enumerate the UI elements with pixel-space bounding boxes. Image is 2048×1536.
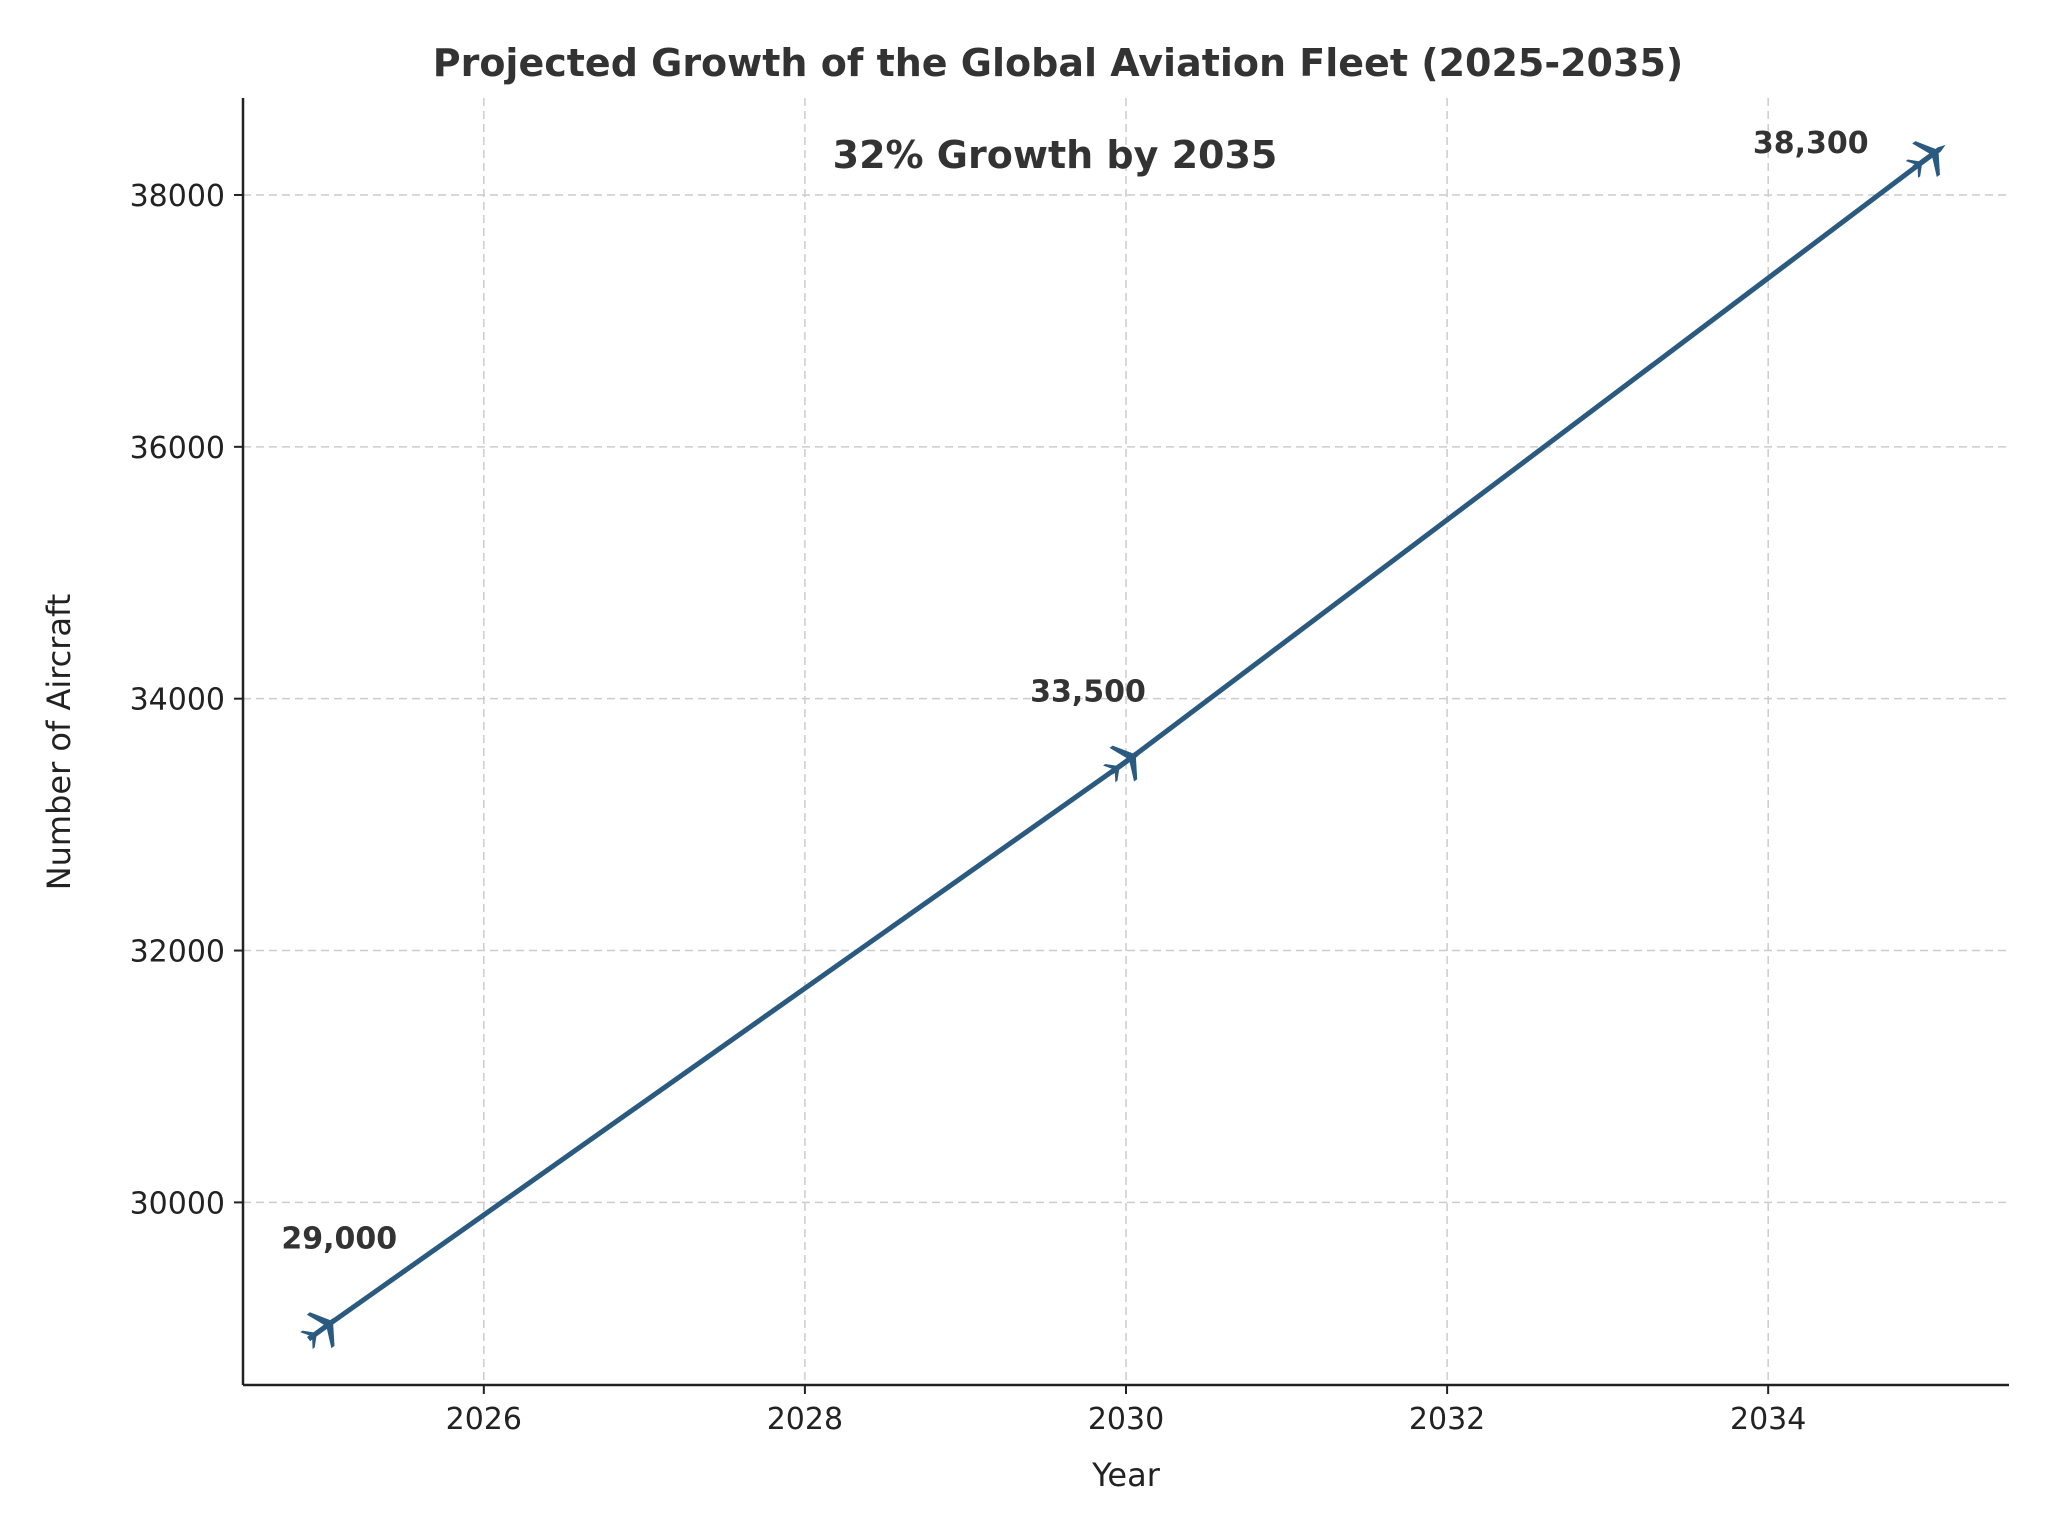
data-label: 33,500 (1030, 675, 1146, 710)
y-axis-label: Number of Aircraft (40, 594, 78, 891)
y-tick-label: 34000 (130, 683, 225, 718)
y-tick-label: 32000 (130, 935, 225, 970)
y-tick-label: 30000 (130, 1186, 225, 1221)
x-tick-label: 2026 (446, 1402, 522, 1437)
x-tick-label: 2030 (1088, 1402, 1164, 1437)
x-axis-label: Year (1091, 1456, 1161, 1494)
data-label: 29,000 (281, 1221, 397, 1256)
chart-title: Projected Growth of the Global Aviation … (433, 41, 1684, 85)
growth-annotation: 32% Growth by 2035 (833, 133, 1278, 177)
x-tick-label: 2032 (1409, 1402, 1485, 1437)
airplane-icon (1103, 745, 1143, 783)
data-label: 38,300 (1753, 126, 1869, 161)
y-tick-label: 36000 (130, 431, 225, 466)
y-tick-label: 38000 (130, 179, 225, 214)
x-tick-label: 2028 (767, 1402, 843, 1437)
airplane-icon (1905, 141, 1946, 178)
x-tick-label: 2034 (1730, 1402, 1806, 1437)
airplane-icon (300, 1312, 341, 1349)
